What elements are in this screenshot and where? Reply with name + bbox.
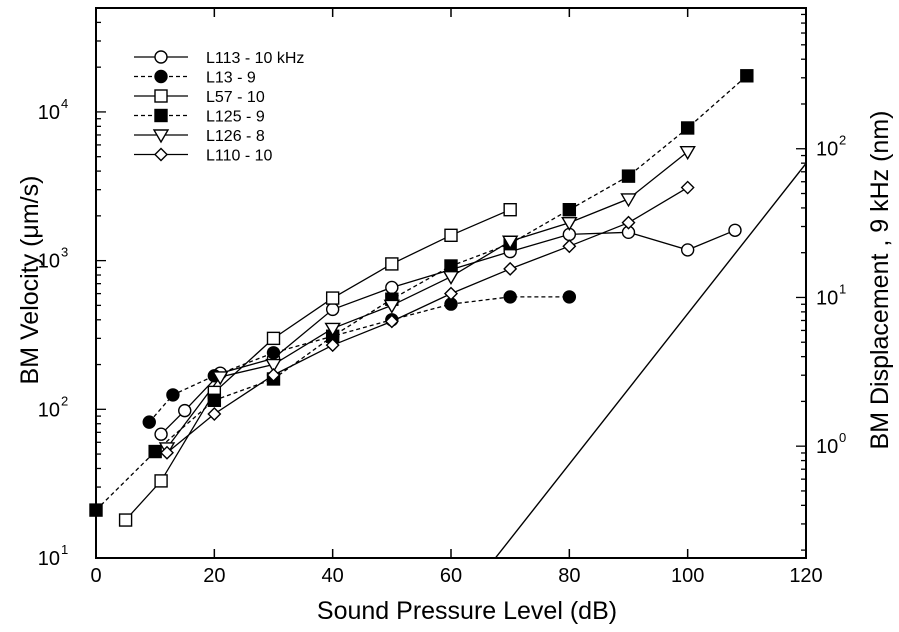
x-tick-label: 120 <box>789 565 822 587</box>
data-point <box>561 216 578 232</box>
y-tick-label: 10 <box>38 251 60 273</box>
data-point <box>385 257 399 271</box>
data-point <box>621 169 636 183</box>
data-point <box>679 146 696 161</box>
data-point <box>207 407 222 421</box>
y-axis-title: BM Velocity (μm/s) <box>16 176 44 385</box>
x-axis-title: Sound Pressure Level (dB) <box>317 597 617 625</box>
series-line-3 <box>125 209 511 521</box>
data-point <box>324 322 341 337</box>
data-point <box>212 371 229 386</box>
data-point <box>680 180 695 195</box>
legend-label: L13 - 9 <box>206 70 256 87</box>
data-point <box>444 228 458 243</box>
data-point <box>740 69 754 83</box>
x-tick-label: 0 <box>90 565 101 587</box>
y-tick-exponent: 1 <box>61 542 68 557</box>
data-point <box>444 286 458 301</box>
data-point <box>265 358 282 373</box>
legend-item: L113 - 10 kHz <box>134 50 304 67</box>
legend-marker <box>154 50 168 64</box>
y2-tick-exponent: 0 <box>839 430 846 445</box>
x-tick-label: 100 <box>671 565 704 587</box>
data-point <box>154 427 168 441</box>
y-tick-exponent: 4 <box>61 96 68 111</box>
data-point <box>325 338 340 353</box>
series-line-6 <box>166 187 689 454</box>
y2-tick-label: 10 <box>816 139 838 161</box>
legend-item: L126 - 8 <box>134 128 265 145</box>
legend-item: L57 - 10 <box>134 89 265 106</box>
data-point <box>444 259 458 273</box>
data-point <box>154 474 168 488</box>
legend-item: L125 - 9 <box>134 109 265 126</box>
legend-item: L13 - 9 <box>134 70 256 87</box>
data-point <box>621 215 636 230</box>
y2-tick-label: 10 <box>816 287 838 309</box>
data-point <box>118 513 133 527</box>
y2-axis-title: BM Displacement , 9 kHz (nm) <box>866 111 894 450</box>
data-point <box>89 503 103 517</box>
x-tick-label: 40 <box>322 565 344 587</box>
reference-line <box>494 163 806 558</box>
data-point <box>384 314 399 329</box>
legend-label: L113 - 10 kHz <box>206 50 304 67</box>
data-point <box>442 270 460 286</box>
y2-tick-exponent: 2 <box>839 133 846 148</box>
legend-label: L57 - 10 <box>206 89 265 106</box>
data-point <box>728 223 742 237</box>
legend-marker <box>154 108 168 123</box>
data-point <box>620 193 637 208</box>
data-point <box>207 393 222 407</box>
y2-tick-exponent: 1 <box>839 281 846 296</box>
y-tick-exponent: 2 <box>61 393 68 408</box>
data-point <box>501 235 519 250</box>
data-point <box>503 290 517 304</box>
data-point <box>562 239 577 254</box>
legend-item: L110 - 10 <box>134 148 273 165</box>
data-point <box>385 280 399 295</box>
legend-label: L110 - 10 <box>206 148 273 165</box>
legend-marker <box>154 147 168 162</box>
legend-label: L126 - 8 <box>206 128 265 145</box>
y-tick-exponent: 3 <box>61 245 68 260</box>
data-point <box>266 346 281 360</box>
x-tick-label: 20 <box>203 565 225 587</box>
legend-marker <box>154 69 168 84</box>
series-line-4 <box>95 75 748 511</box>
legend-label: L125 - 9 <box>206 109 265 126</box>
data-point <box>562 290 577 304</box>
data-point <box>503 261 518 276</box>
data-point <box>178 403 192 418</box>
data-point <box>166 388 180 402</box>
series-line-5 <box>166 151 689 449</box>
data-point <box>266 331 281 346</box>
legend-marker <box>154 89 168 103</box>
data-point <box>325 302 340 317</box>
y2-tick-label: 10 <box>816 436 838 458</box>
data-point <box>680 243 695 257</box>
data-point <box>680 121 695 135</box>
y-tick-label: 10 <box>38 548 60 570</box>
data-point <box>562 203 577 217</box>
data-point <box>148 444 162 459</box>
y-tick-label: 10 <box>38 399 60 421</box>
data-point <box>503 203 517 217</box>
data-point <box>266 368 281 383</box>
x-tick-label: 80 <box>558 565 580 587</box>
data-point <box>383 299 401 314</box>
data-point <box>325 291 340 305</box>
x-tick-label: 60 <box>440 565 462 587</box>
data-point <box>160 445 174 460</box>
legend-marker <box>152 129 170 144</box>
y-tick-label: 10 <box>38 102 60 124</box>
data-point <box>142 415 156 429</box>
